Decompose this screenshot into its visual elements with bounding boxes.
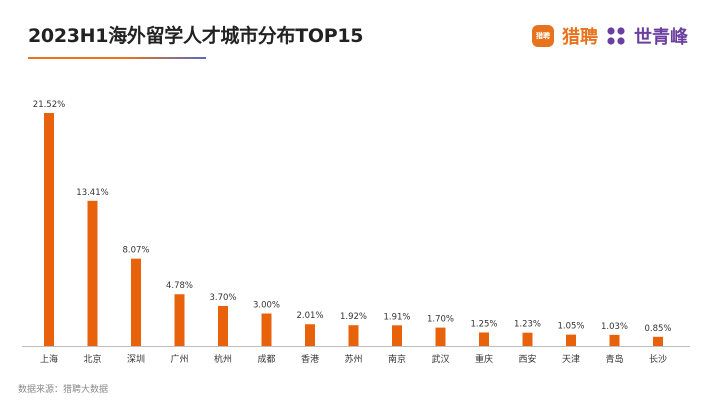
bar bbox=[348, 325, 359, 346]
bar bbox=[131, 258, 141, 346]
category-label: 深圳 bbox=[127, 354, 145, 365]
category-label: 长沙 bbox=[649, 353, 667, 365]
category-label: 上海 bbox=[40, 353, 58, 365]
category-label: 天津 bbox=[562, 354, 580, 365]
bar bbox=[305, 324, 315, 346]
flower-grid-icon bbox=[607, 27, 625, 45]
value-label: 1.25% bbox=[470, 319, 497, 329]
liepin-brand-name: 猎聘 bbox=[562, 27, 598, 48]
category-label: 广州 bbox=[170, 353, 188, 365]
data-source-note: 数据来源：猎聘大数据 bbox=[18, 385, 109, 395]
bar bbox=[218, 305, 228, 346]
bar bbox=[174, 294, 185, 346]
bar bbox=[479, 332, 489, 346]
value-label: 1.03% bbox=[601, 322, 628, 332]
shiqingfeng-brand-name: 世青峰 bbox=[634, 27, 688, 48]
value-label: 1.91% bbox=[383, 312, 410, 322]
value-label: 3.00% bbox=[253, 301, 280, 311]
value-label: 3.70% bbox=[209, 293, 236, 303]
category-label: 苏州 bbox=[344, 353, 362, 365]
bar bbox=[87, 200, 98, 346]
value-label: 1.23% bbox=[514, 320, 541, 330]
value-label: 1.92% bbox=[340, 312, 367, 322]
category-label: 成都 bbox=[257, 353, 275, 365]
category-label: 西安 bbox=[518, 353, 536, 365]
bar bbox=[522, 332, 533, 346]
category-label: 杭州 bbox=[214, 353, 232, 365]
category-label: 青岛 bbox=[605, 353, 623, 365]
bar bbox=[653, 336, 663, 346]
bar bbox=[435, 327, 446, 346]
category-label: 重庆 bbox=[475, 353, 493, 365]
value-label: 1.70% bbox=[427, 315, 454, 325]
value-label: 8.07% bbox=[122, 246, 149, 256]
bar bbox=[392, 325, 402, 346]
value-label: 0.85% bbox=[644, 324, 671, 334]
category-label: 香港 bbox=[301, 353, 319, 365]
bar bbox=[566, 334, 576, 346]
brand-logos: 猎聘 猎聘 世青峰 bbox=[532, 23, 688, 49]
bar bbox=[44, 113, 54, 346]
bar bbox=[261, 313, 272, 346]
category-label: 南京 bbox=[388, 353, 406, 365]
chart-title: 2023H1海外留学人才城市分布TOP15 bbox=[28, 25, 364, 47]
bar bbox=[609, 334, 620, 346]
title-underline bbox=[28, 57, 206, 59]
value-label: 2.01% bbox=[296, 311, 323, 321]
value-label: 1.05% bbox=[557, 322, 584, 332]
liepin-logo-icon: 猎聘 bbox=[532, 25, 554, 47]
value-label: 21.52% bbox=[33, 100, 65, 110]
category-label: 北京 bbox=[83, 353, 101, 365]
value-label: 4.78% bbox=[166, 281, 193, 291]
value-label: 13.41% bbox=[76, 188, 108, 198]
category-label: 武汉 bbox=[431, 353, 449, 365]
